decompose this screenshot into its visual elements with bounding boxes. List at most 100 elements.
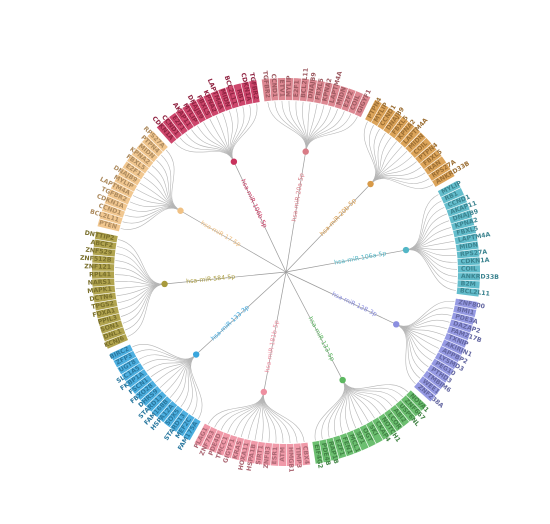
gene-bar[interactable] bbox=[415, 143, 437, 164]
gene-bar[interactable] bbox=[401, 395, 422, 417]
gene-bar[interactable] bbox=[319, 439, 331, 463]
gene-bar[interactable] bbox=[456, 287, 480, 297]
gene-bar[interactable] bbox=[225, 85, 239, 109]
gene-bar[interactable] bbox=[405, 132, 426, 153]
gene-bar[interactable] bbox=[446, 202, 470, 217]
gene-bar[interactable] bbox=[92, 247, 116, 257]
gene-bar[interactable] bbox=[270, 443, 280, 466]
gene-bar[interactable] bbox=[346, 430, 362, 454]
gene-bar[interactable] bbox=[389, 116, 409, 139]
gene-bar[interactable] bbox=[341, 88, 356, 112]
gene-bar[interactable] bbox=[455, 241, 479, 252]
gene-bar[interactable] bbox=[104, 196, 128, 212]
gene-bar[interactable] bbox=[105, 333, 129, 349]
gene-bar[interactable] bbox=[299, 78, 310, 102]
gene-bar[interactable] bbox=[156, 122, 177, 144]
mirna-node-dot[interactable] bbox=[393, 321, 400, 328]
gene-bar[interactable] bbox=[249, 80, 260, 104]
gene-bar[interactable] bbox=[114, 174, 138, 192]
gene-bar[interactable] bbox=[365, 99, 382, 123]
gene-bar[interactable] bbox=[99, 320, 123, 334]
gene-bar[interactable] bbox=[447, 326, 471, 341]
gene-bar[interactable] bbox=[453, 225, 477, 238]
gene-bar[interactable] bbox=[97, 219, 121, 232]
gene-bar[interactable] bbox=[453, 305, 477, 318]
gene-bar[interactable] bbox=[327, 83, 341, 107]
mirna-node-dot[interactable] bbox=[230, 158, 238, 165]
gene-bar[interactable] bbox=[286, 443, 295, 466]
gene-bar[interactable] bbox=[92, 278, 115, 287]
gene-bar[interactable] bbox=[457, 280, 480, 289]
gene-bar[interactable] bbox=[339, 433, 354, 457]
gene-bar[interactable] bbox=[301, 442, 311, 466]
gene-bar[interactable] bbox=[456, 249, 480, 259]
gene-bar[interactable] bbox=[384, 409, 403, 432]
gene-bar[interactable] bbox=[233, 83, 246, 107]
gene-bar[interactable] bbox=[423, 370, 445, 390]
gene-bar[interactable] bbox=[141, 136, 163, 157]
gene-bar[interactable] bbox=[136, 142, 158, 163]
gene-bar[interactable] bbox=[321, 82, 333, 106]
gene-bar[interactable] bbox=[121, 363, 144, 382]
gene-bar[interactable] bbox=[451, 312, 475, 325]
gene-bar[interactable] bbox=[377, 107, 396, 130]
mirna-node-dot[interactable] bbox=[260, 388, 268, 396]
gene-bar[interactable] bbox=[437, 180, 461, 197]
gene-bar[interactable] bbox=[371, 103, 389, 127]
gene-bar[interactable] bbox=[107, 189, 131, 205]
gene-bar[interactable] bbox=[334, 85, 349, 110]
mirna-node-dot[interactable] bbox=[177, 207, 184, 214]
gene-bar[interactable] bbox=[333, 435, 347, 459]
gene-bar[interactable] bbox=[406, 390, 427, 411]
gene-bar[interactable] bbox=[231, 437, 245, 461]
gene-bar[interactable] bbox=[223, 434, 238, 459]
gene-bar[interactable] bbox=[449, 319, 473, 333]
gene-bar[interactable] bbox=[146, 391, 167, 412]
gene-bar[interactable] bbox=[93, 239, 117, 250]
gene-bar[interactable] bbox=[427, 364, 450, 383]
gene-bar[interactable] bbox=[194, 423, 211, 447]
gene-bar[interactable] bbox=[117, 357, 140, 375]
gene-bar[interactable] bbox=[443, 195, 467, 211]
gene-bar[interactable] bbox=[176, 414, 195, 437]
gene-bar[interactable] bbox=[414, 381, 436, 402]
gene-bar[interactable] bbox=[400, 126, 421, 148]
gene-bar[interactable] bbox=[218, 87, 233, 111]
gene-bar[interactable] bbox=[216, 432, 231, 456]
gene-bar[interactable] bbox=[293, 443, 303, 466]
gene-bar[interactable] bbox=[348, 91, 364, 115]
gene-bar[interactable] bbox=[277, 78, 286, 101]
gene-bar[interactable] bbox=[441, 187, 464, 204]
gene-bar[interactable] bbox=[314, 80, 325, 104]
gene-bar[interactable] bbox=[97, 313, 121, 327]
gene-bar[interactable] bbox=[239, 438, 251, 462]
gene-bar[interactable] bbox=[372, 417, 390, 440]
gene-bar[interactable] bbox=[394, 121, 415, 143]
gene-bar[interactable] bbox=[285, 78, 294, 101]
gene-bar[interactable] bbox=[262, 442, 273, 466]
mirna-node-dot[interactable] bbox=[161, 280, 168, 288]
gene-bar[interactable] bbox=[101, 203, 125, 218]
gene-bar[interactable] bbox=[125, 369, 148, 388]
gene-bar[interactable] bbox=[110, 181, 134, 198]
gene-bar[interactable] bbox=[353, 427, 369, 451]
gene-bar[interactable] bbox=[431, 358, 454, 376]
gene-bar[interactable] bbox=[157, 401, 178, 423]
gene-bar[interactable] bbox=[449, 210, 473, 224]
gene-bar[interactable] bbox=[99, 211, 123, 225]
gene-bar[interactable] bbox=[140, 385, 162, 406]
gene-bar[interactable] bbox=[93, 292, 117, 303]
gene-bar[interactable] bbox=[359, 424, 376, 448]
gene-bar[interactable] bbox=[151, 396, 172, 418]
gene-bar[interactable] bbox=[203, 93, 219, 117]
gene-bar[interactable] bbox=[183, 417, 201, 441]
gene-bar[interactable] bbox=[457, 265, 480, 273]
gene-bar[interactable] bbox=[175, 108, 194, 131]
gene-bar[interactable] bbox=[366, 421, 383, 444]
gene-bar[interactable] bbox=[241, 81, 253, 105]
gene-bar[interactable] bbox=[201, 426, 218, 450]
gene-bar[interactable] bbox=[424, 156, 447, 175]
gene-bar[interactable] bbox=[444, 332, 468, 348]
gene-bar[interactable] bbox=[94, 231, 118, 243]
mirna-node-dot[interactable] bbox=[302, 148, 309, 155]
